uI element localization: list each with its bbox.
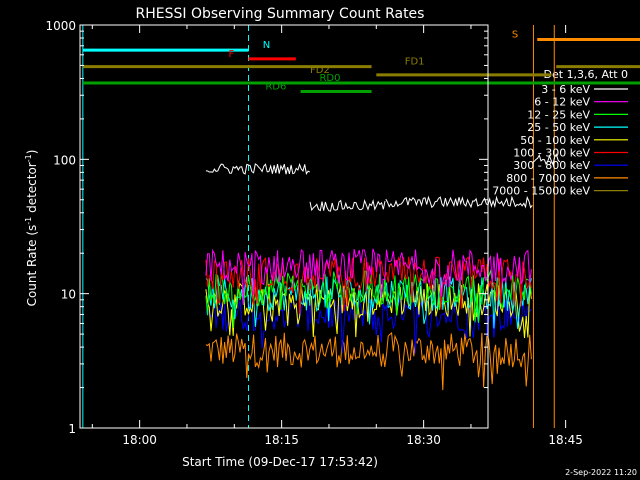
flag-label-n: N — [263, 40, 270, 51]
flag-label-rd0: RD0 — [319, 73, 340, 84]
y-axis-label-tail: detector — [25, 162, 39, 217]
legend-label: 3 - 6 keV — [541, 83, 590, 96]
flag-label-rd6: RD6 — [265, 81, 286, 92]
y-axis-label: Count Rate (s-1 detector-1) — [24, 150, 39, 307]
x-tick-label: 18:00 — [122, 433, 157, 447]
series-line-3-6keV — [309, 198, 386, 212]
y-tick-label: 1000 — [45, 19, 76, 33]
legend-label: 25 - 50 keV — [527, 121, 590, 134]
series-line-3-6keV — [532, 153, 561, 166]
legend-label: 800 - 7000 keV — [506, 172, 590, 185]
flag-label-s: S — [512, 29, 518, 40]
legend-label: 50 - 100 keV — [520, 134, 590, 147]
legend-label: 100 - 300 keV — [513, 147, 590, 160]
x-axis-label: Start Time (09-Dec-17 17:53:42) — [182, 455, 378, 469]
flag-label-f: F — [229, 49, 235, 60]
y-axis-label-close: ) — [25, 150, 39, 155]
footer-date: 2-Sep-2022 11:20 — [565, 468, 637, 477]
flag-label-fd1: FD1 — [405, 57, 425, 68]
y-axis-label-main: Count Rate (s — [25, 225, 39, 307]
legend-header: Det 1,3,6, Att 0 — [544, 68, 628, 81]
series-line-25-50keV — [205, 276, 532, 329]
y-axis-label-sup2: -1 — [24, 154, 33, 162]
x-tick-label: 18:15 — [264, 433, 299, 447]
y-tick-label: 10 — [61, 288, 76, 302]
series-line-3-6keV — [385, 195, 533, 209]
series-line-6-12keV — [205, 248, 532, 305]
legend-label: 7000 - 15000 keV — [492, 185, 590, 198]
flag-label-fd2: FD2 — [310, 65, 330, 76]
legend-label: 12 - 25 keV — [527, 108, 590, 121]
series-line-3-6keV — [205, 162, 311, 175]
legend-label: 6 - 12 keV — [534, 96, 590, 109]
legend-label: 300 - 800 keV — [513, 159, 590, 172]
series-line-800-7000keV — [205, 332, 532, 391]
x-tick-label: 18:45 — [548, 433, 583, 447]
y-tick-label: 1 — [68, 422, 76, 436]
plot-frame — [79, 24, 489, 429]
y-axis-label-sup: -1 — [24, 217, 33, 225]
y-tick-label: 100 — [53, 153, 76, 167]
x-tick-label: 18:30 — [406, 433, 441, 447]
chart-title: RHESSI Observing Summary Count Rates — [136, 6, 425, 22]
